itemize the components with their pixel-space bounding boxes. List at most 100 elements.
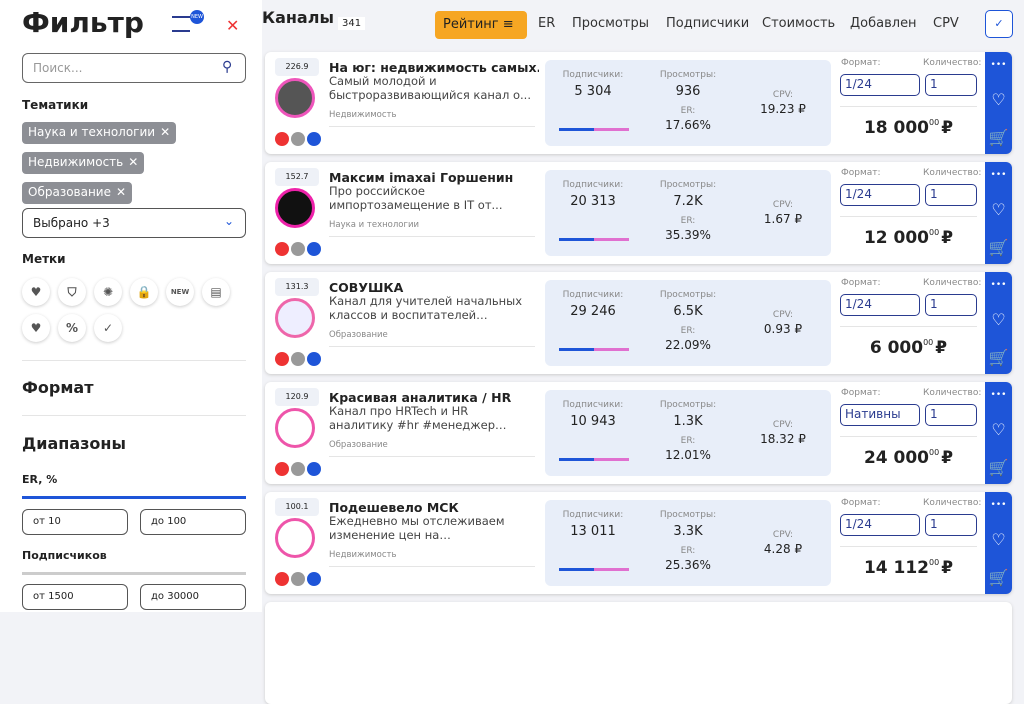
select-all[interactable]: ✓ [985, 10, 1013, 38]
action[interactable]: 🛒 [988, 128, 1009, 147]
icon [291, 132, 305, 146]
price-cents: 00 [929, 448, 940, 457]
sort[interactable]: Рейтинг ≡ [435, 11, 527, 39]
subs-to[interactable]: до 30000 [140, 584, 246, 610]
er-from[interactable]: от 10 [22, 509, 128, 535]
currency: ₽ [941, 228, 954, 248]
tag-icon[interactable]: ✓ [94, 314, 122, 342]
remove[interactable]: ✕ [160, 125, 171, 139]
cpv-label: CPV: [772, 200, 794, 210]
action[interactable]: ••• [990, 280, 1007, 290]
action-strip: ••• ♡ 🛒 [985, 272, 1012, 374]
action[interactable]: 🛒 [988, 568, 1009, 587]
qty-select[interactable]: 1 [925, 514, 977, 536]
action[interactable]: 🛒 [988, 348, 1009, 367]
sort-label: Рейтинг [443, 17, 499, 32]
tag-icon[interactable]: NEW [166, 278, 194, 306]
tag-icon[interactable]: ♥ [22, 314, 50, 342]
cpv: 19.23 ₽ [760, 102, 806, 116]
format-label: Формат: [841, 278, 881, 288]
er-to[interactable]: до 100 [140, 509, 246, 535]
topic-chip[interactable]: Недвижимость ✕ [22, 152, 145, 174]
channel-name[interactable]: Максим imaxai Горшенин [329, 170, 514, 185]
cpv: 18.32 ₽ [760, 432, 806, 446]
price-value: 24 000 [863, 448, 930, 468]
tag-icon[interactable]: ▤ [202, 278, 230, 306]
column-sort[interactable]: Просмотры [572, 16, 649, 31]
filter-icon[interactable] [172, 16, 190, 32]
topic-chip[interactable]: Наука и технологии ✕ [22, 122, 177, 144]
column-sort[interactable]: CPV [933, 16, 959, 31]
action[interactable]: ♡ [991, 90, 1006, 109]
qty-select[interactable]: 1 [925, 74, 977, 96]
rank: 226.9 [275, 58, 319, 76]
action[interactable]: ••• [990, 170, 1007, 180]
action[interactable]: ♡ [991, 530, 1006, 549]
description: Самый молодой и быстроразвивающийся кана… [329, 74, 531, 102]
stats: Подписчики: 20 313 Просмотры: 7.2K ER: 35.39%… [545, 170, 831, 256]
category: Недвижимость [329, 110, 397, 120]
icon [307, 132, 321, 146]
count: 341 [338, 17, 366, 30]
column-sort[interactable]: Добавлен [850, 16, 917, 31]
qty-select[interactable]: 1 [925, 294, 977, 316]
currency: ₽ [941, 118, 954, 138]
qty-select[interactable]: 1 [925, 404, 977, 426]
ranges-header[interactable]: Диапазоны [22, 434, 126, 453]
action[interactable]: ••• [990, 60, 1007, 70]
tag-icon[interactable]: 🔒 [130, 278, 158, 306]
tag-icon[interactable]: ⛉ [58, 278, 86, 306]
stats: Подписчики: 29 246 Просмотры: 6.5K ER: 22.09%… [545, 280, 831, 366]
views-label: Просмотры: [659, 70, 717, 80]
action[interactable]: ••• [990, 390, 1007, 400]
subs-slider[interactable] [22, 572, 246, 575]
tag-icon[interactable]: ♥ [22, 278, 50, 306]
tag-icon[interactable]: ✺ [94, 278, 122, 306]
column-sort[interactable]: ER [538, 16, 556, 31]
channel-name[interactable]: СОВУШКА [329, 280, 404, 295]
views: 1.3K [673, 414, 703, 429]
channel-name[interactable]: Красивая аналитика / HR [329, 390, 512, 405]
divider [329, 456, 535, 457]
price-cents: 00 [929, 558, 940, 567]
channel-name[interactable]: На юг: недвижимость самых... [329, 60, 539, 75]
action[interactable]: ♡ [991, 310, 1006, 329]
tag-icon[interactable]: % [58, 314, 86, 342]
new-badge: NEW [190, 10, 204, 24]
clear-filter[interactable]: ✕ [226, 16, 240, 35]
remove[interactable]: ✕ [116, 185, 127, 199]
stats: Подписчики: 13 011 Просмотры: 3.3K ER: 25.36%… [545, 500, 831, 586]
remove[interactable]: ✕ [128, 155, 139, 169]
action[interactable]: ♡ [991, 200, 1006, 219]
channel-name[interactable]: Подешевело МСК [329, 500, 459, 515]
icon [275, 462, 289, 476]
views-label: Просмотры: [659, 510, 717, 520]
qty-select[interactable]: 1 [925, 184, 977, 206]
selected[interactable]: Выбрано +3 [22, 208, 246, 238]
category: Наука и технологии [329, 220, 420, 230]
subs-from[interactable]: от 1500 [22, 584, 128, 610]
format-select[interactable]: 1/24 [840, 514, 920, 536]
format-select[interactable]: 1/24 [840, 294, 920, 316]
column-sort[interactable]: Стоимость [762, 16, 836, 31]
format-select[interactable]: 1/24 [840, 74, 920, 96]
divider [329, 346, 535, 347]
icon [291, 572, 305, 586]
format-select[interactable]: Нативны [840, 404, 920, 426]
column-sort[interactable]: Подписчики [666, 16, 750, 31]
er-slider[interactable] [22, 496, 246, 499]
views: 7.2K [673, 194, 703, 209]
search[interactable]: Поиск... [22, 53, 246, 83]
action[interactable]: 🛒 [988, 458, 1009, 477]
category: Образование [329, 440, 388, 450]
action[interactable]: ♡ [991, 420, 1006, 439]
format-header[interactable]: Формат [22, 378, 94, 397]
search-icon[interactable]: ⚲ [222, 59, 233, 75]
gender-bar [559, 128, 629, 131]
card-partial [265, 602, 1012, 704]
action[interactable]: 🛒 [988, 238, 1009, 257]
format-select[interactable]: 1/24 [840, 184, 920, 206]
action[interactable]: ••• [990, 500, 1007, 510]
topic-chip[interactable]: Образование ✕ [22, 182, 133, 204]
format-label: Формат: [841, 168, 881, 178]
